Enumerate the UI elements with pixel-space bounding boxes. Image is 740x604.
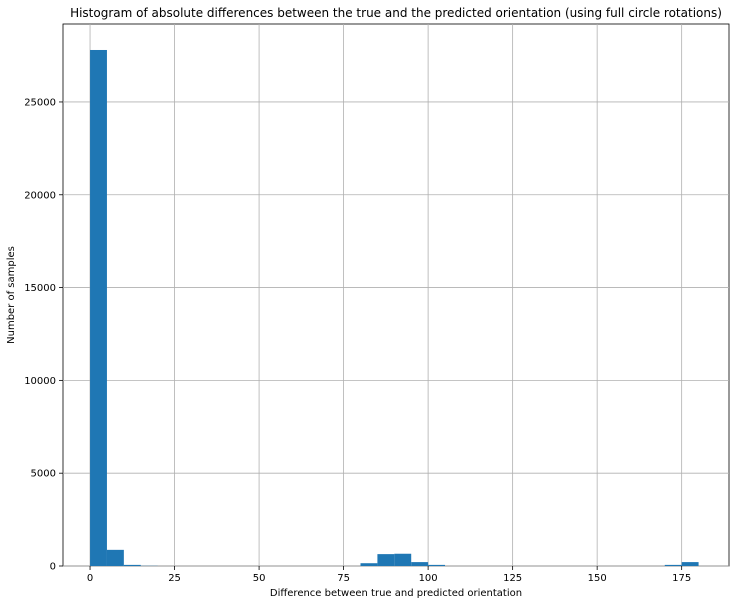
y-axis-label: Number of samples bbox=[6, 246, 17, 344]
histogram-bar-1 bbox=[106, 549, 124, 566]
chart-title: Histogram of absolute differences betwee… bbox=[70, 6, 722, 20]
y-tick-label: 20000 bbox=[24, 190, 56, 201]
y-tick-label: 10000 bbox=[24, 376, 56, 387]
histogram-bars bbox=[90, 49, 699, 566]
histogram-bar-6 bbox=[394, 553, 412, 566]
x-tick-label: 175 bbox=[672, 573, 691, 584]
histogram-bar-7 bbox=[411, 562, 429, 566]
y-tick-label: 15000 bbox=[24, 283, 56, 294]
y-axis-ticks: 0 5000 10000 15000 20000 25000 bbox=[24, 97, 63, 573]
x-tick-label: 150 bbox=[588, 573, 607, 584]
x-tick-label: 75 bbox=[337, 573, 350, 584]
histogram-bar-9 bbox=[664, 564, 682, 566]
histogram-bar-8 bbox=[428, 564, 446, 566]
histogram-bar-4 bbox=[360, 563, 378, 566]
histogram-bar-2 bbox=[123, 564, 141, 566]
grid-lines bbox=[63, 24, 729, 567]
x-axis-label: Difference between true and predicted or… bbox=[270, 588, 522, 599]
y-tick-label: 0 bbox=[50, 562, 56, 573]
y-tick-label: 25000 bbox=[24, 97, 56, 108]
x-tick-label: 100 bbox=[419, 573, 438, 584]
histogram-bar-5 bbox=[377, 554, 395, 566]
x-tick-label: 0 bbox=[87, 573, 93, 584]
y-tick-label: 5000 bbox=[31, 469, 56, 480]
histogram-bar-0 bbox=[90, 49, 107, 566]
histogram-bar-10 bbox=[681, 562, 699, 566]
x-tick-label: 25 bbox=[168, 573, 181, 584]
x-axis-ticks: 0 25 50 75 100 125 150 175 bbox=[87, 566, 691, 584]
x-tick-label: 50 bbox=[253, 573, 266, 584]
plot-frame bbox=[62, 23, 730, 567]
x-tick-label: 125 bbox=[503, 573, 522, 584]
